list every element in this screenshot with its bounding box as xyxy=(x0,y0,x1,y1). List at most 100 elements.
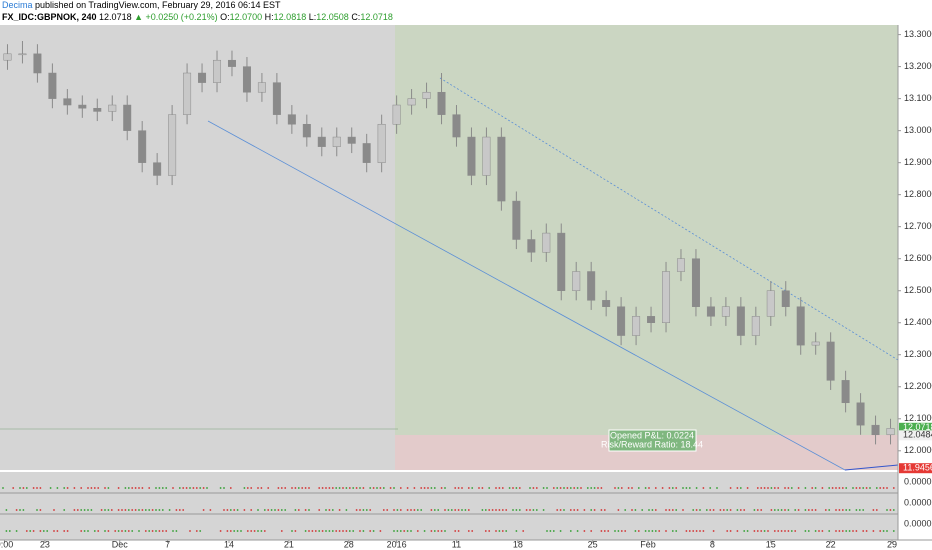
indicator-dot xyxy=(141,487,144,489)
indicator-dot xyxy=(134,509,137,511)
candle-body xyxy=(662,271,671,323)
candle-body xyxy=(242,66,251,93)
indicator-dot xyxy=(729,509,732,511)
indicator-dot xyxy=(498,487,501,489)
indicator-dot xyxy=(433,509,436,511)
indicator-dot xyxy=(620,530,623,532)
indicator-dot xyxy=(199,530,202,532)
indicator-dot xyxy=(454,509,457,511)
indicator-dot xyxy=(807,509,810,511)
indicator-dot xyxy=(87,530,89,532)
indicator-dot xyxy=(117,530,120,532)
indicator-dot xyxy=(804,509,807,511)
candle-body xyxy=(617,306,626,336)
indicator-dot xyxy=(219,530,222,532)
indicator-dot xyxy=(729,487,732,489)
indicator-dot xyxy=(770,509,773,511)
indicator-dot xyxy=(712,509,715,511)
indicator-dot xyxy=(100,509,103,511)
indicator-dot xyxy=(185,487,188,489)
indicator-dot xyxy=(277,509,280,511)
indicator-dot xyxy=(87,487,89,489)
indicator-dot xyxy=(158,487,161,489)
indicator-dot xyxy=(22,509,25,511)
indicator-dot xyxy=(318,530,321,532)
indicator-dot xyxy=(563,487,565,489)
indicator-dot xyxy=(236,530,239,532)
indicator-dot xyxy=(76,509,79,511)
indicator-dot xyxy=(576,487,579,489)
indicator-dot xyxy=(617,487,620,489)
indicator-dot xyxy=(66,530,69,532)
price-label: 12.0484 xyxy=(903,430,932,440)
indicator-dot xyxy=(168,509,171,511)
candle-body xyxy=(736,306,745,336)
indicator-dot xyxy=(413,509,416,511)
indicator-dot xyxy=(522,530,525,532)
indicator-dot xyxy=(532,509,535,511)
indicator-dot xyxy=(484,530,487,532)
indicator-dot xyxy=(413,487,416,489)
indicator-dot xyxy=(362,487,365,489)
indicator-dot xyxy=(654,509,657,511)
indicator-dot xyxy=(699,509,701,511)
indicator-dot xyxy=(406,487,409,489)
indicator-dot xyxy=(117,487,120,489)
indicator-dot xyxy=(641,509,644,511)
indicator-dot xyxy=(104,530,106,532)
indicator-dot xyxy=(257,530,259,532)
indicator-dot xyxy=(342,487,344,489)
candle-body xyxy=(676,258,685,272)
indicator-dot xyxy=(862,509,865,511)
indicator-dot xyxy=(110,509,113,511)
x-tick-label: 18 xyxy=(513,539,523,549)
indicator-dot xyxy=(437,509,440,511)
key: C: xyxy=(351,12,360,22)
indicator-dot xyxy=(535,509,538,511)
indicator-dot xyxy=(182,509,185,511)
indicator-dot xyxy=(430,530,433,532)
indicator-dot xyxy=(488,487,491,489)
price-label-box xyxy=(899,463,932,474)
indicator-dot xyxy=(566,487,569,489)
x-tick-label: 23 xyxy=(40,539,50,549)
indicator-dot xyxy=(835,509,837,511)
indicator-dot xyxy=(80,530,83,532)
indicator-dot xyxy=(304,509,307,511)
indicator-pane xyxy=(0,472,898,540)
indicator-dot xyxy=(593,487,596,489)
indicator-dot xyxy=(491,509,494,511)
indicator-dot xyxy=(624,530,627,532)
indicator-dot xyxy=(39,487,42,489)
indicator-dot xyxy=(148,509,151,511)
indicator-dot xyxy=(777,487,780,489)
indicator-dot xyxy=(559,487,562,489)
indicator-dot xyxy=(393,487,395,489)
indicator-dot xyxy=(372,487,375,489)
indicator-dot xyxy=(865,487,868,489)
x-tick-label: 14 xyxy=(224,539,234,549)
indicator-dot xyxy=(580,487,582,489)
y-tick-label: 13.3000 xyxy=(904,29,932,39)
indicator-dot xyxy=(794,530,797,532)
indicator-dot xyxy=(743,530,746,532)
indicator-dot xyxy=(756,509,759,511)
indicator-dot xyxy=(280,487,283,489)
indicator-dot xyxy=(362,530,365,532)
indicator-dot xyxy=(104,509,106,511)
indicator-dot xyxy=(236,509,239,511)
candle-body xyxy=(811,341,820,346)
indicator-dot xyxy=(770,487,773,489)
indicator-dot xyxy=(233,509,236,511)
indicator-dot xyxy=(32,530,35,532)
candle-body xyxy=(452,114,461,138)
key: L: xyxy=(309,12,317,22)
indicator-dot xyxy=(406,530,409,532)
indicator-dot xyxy=(253,530,256,532)
indicator-dot xyxy=(406,509,409,511)
indicator-dot xyxy=(454,530,457,532)
indicator-dot xyxy=(671,509,674,511)
indicator-dot xyxy=(46,530,49,532)
candle-body xyxy=(123,104,132,131)
indicator-dot xyxy=(433,487,436,489)
